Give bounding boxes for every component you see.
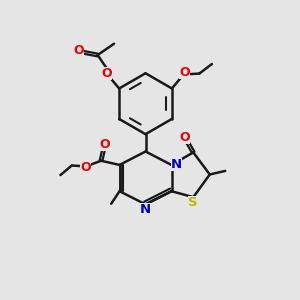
Text: O: O	[179, 131, 190, 144]
Text: O: O	[73, 44, 84, 57]
Text: O: O	[100, 138, 110, 151]
Text: O: O	[80, 161, 91, 174]
Text: O: O	[179, 66, 190, 79]
Text: N: N	[140, 202, 151, 216]
Text: O: O	[101, 67, 112, 80]
Text: S: S	[188, 196, 198, 209]
Text: N: N	[171, 158, 182, 171]
